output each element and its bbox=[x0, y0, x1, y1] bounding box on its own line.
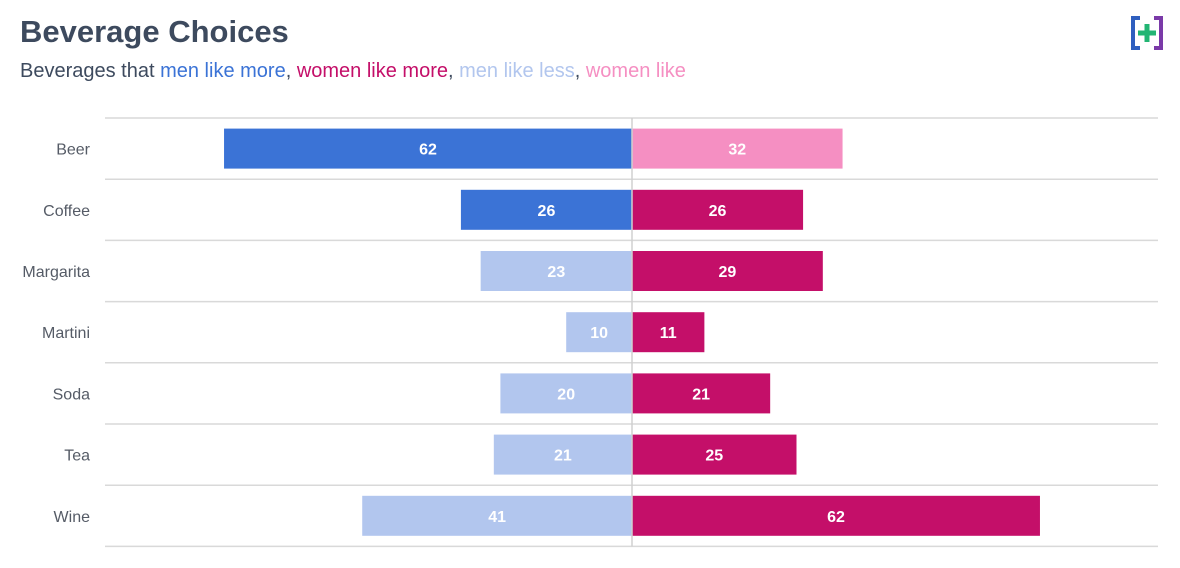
men-value-label: 20 bbox=[557, 386, 575, 403]
subtitle-men-less: men like less bbox=[459, 60, 575, 82]
women-value-label: 26 bbox=[709, 203, 727, 220]
plus-bracket-logo-icon bbox=[1131, 16, 1163, 50]
women-bar bbox=[632, 189, 804, 230]
women-bar bbox=[632, 495, 1040, 536]
men-bar bbox=[362, 495, 632, 536]
women-value-label: 32 bbox=[728, 142, 746, 159]
category-label: Margarita bbox=[22, 264, 90, 281]
women-value-label: 29 bbox=[719, 264, 737, 281]
chart-title: Beverage Choices bbox=[20, 14, 289, 49]
women-value-label: 11 bbox=[660, 325, 677, 342]
women-value-label: 21 bbox=[692, 386, 710, 403]
women-value-label: 25 bbox=[705, 448, 723, 465]
men-value-label: 41 bbox=[488, 509, 506, 526]
category-label: Tea bbox=[64, 448, 90, 465]
category-label: Coffee bbox=[43, 203, 90, 220]
subtitle-prefix: Beverages that bbox=[20, 60, 161, 82]
men-value-label: 62 bbox=[419, 142, 437, 159]
men-value-label: 26 bbox=[538, 203, 556, 220]
men-value-label: 21 bbox=[554, 448, 572, 465]
men-bar bbox=[224, 128, 633, 169]
category-label: Beer bbox=[56, 142, 90, 159]
women-bar bbox=[632, 312, 705, 353]
men-bar bbox=[480, 251, 632, 291]
men-bar bbox=[500, 373, 632, 414]
women-bar bbox=[632, 128, 843, 169]
chart-subtitle: Beverages that men like more, women like… bbox=[20, 60, 686, 83]
category-label: Martini bbox=[42, 325, 90, 342]
men-bar bbox=[460, 189, 632, 230]
subtitle-sep-1: , bbox=[285, 60, 297, 82]
men-value-label: 10 bbox=[590, 325, 608, 342]
women-bar bbox=[632, 251, 823, 291]
subtitle-men-more: men like more bbox=[160, 60, 286, 82]
subtitle-women-less: women like bbox=[585, 60, 686, 82]
subtitle-women-more: women like more bbox=[296, 60, 448, 82]
women-bar bbox=[632, 434, 797, 475]
category-label: Soda bbox=[53, 386, 90, 403]
women-value-label: 62 bbox=[827, 509, 845, 526]
subtitle-sep-2: , bbox=[448, 60, 460, 82]
men-bar bbox=[566, 312, 632, 353]
men-value-label: 23 bbox=[547, 264, 565, 281]
category-label: Wine bbox=[54, 509, 91, 526]
subtitle-sep-3: , bbox=[574, 60, 586, 82]
men-bar bbox=[493, 434, 632, 475]
women-bar bbox=[632, 373, 771, 414]
